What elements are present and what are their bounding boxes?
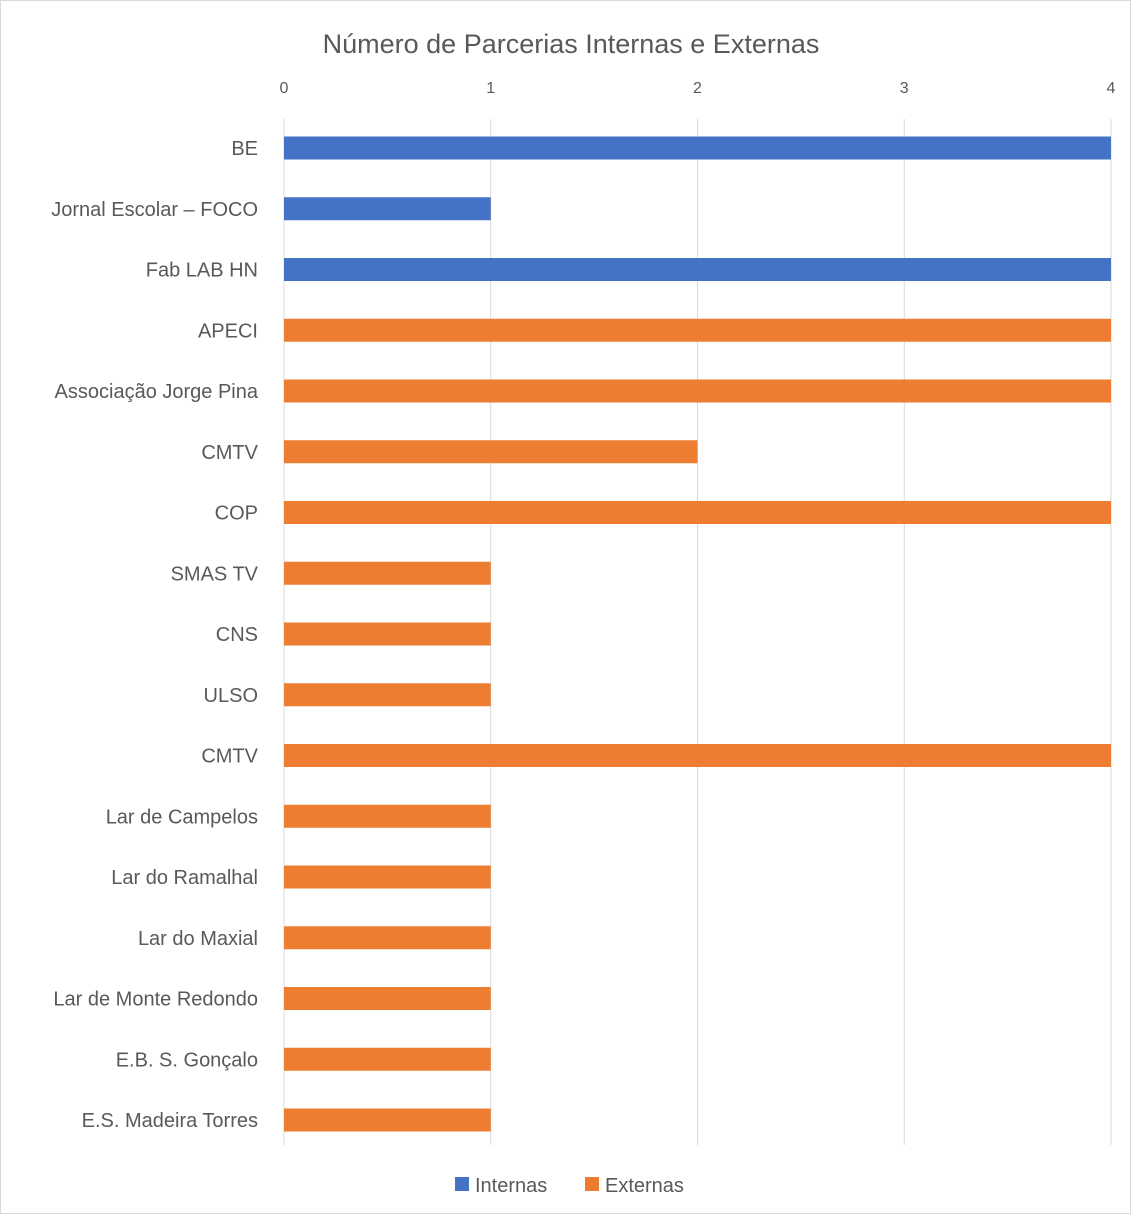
bar-externas (284, 379, 1111, 403)
legend-swatch-internas (455, 1177, 469, 1191)
x-tick-label: 3 (900, 80, 909, 97)
category-label: Fab LAB HN (146, 260, 258, 282)
bar-externas (284, 1047, 491, 1071)
category-label: Associação Jorge Pina (55, 381, 259, 403)
bar-externas (284, 683, 491, 707)
bar-externas (284, 622, 491, 646)
bar-externas (284, 804, 491, 828)
legend-label-internas: Internas (475, 1175, 547, 1197)
category-label: ULSO (204, 685, 258, 707)
category-label: Lar de Monte Redondo (53, 989, 258, 1011)
category-label: E.B. S. Gonçalo (116, 1049, 258, 1071)
x-tick-label: 1 (486, 80, 495, 97)
category-label: Lar do Maxial (138, 928, 258, 950)
category-label: CNS (216, 624, 258, 646)
category-label: Jornal Escolar – FOCO (51, 199, 258, 221)
bar-externas (284, 440, 698, 464)
category-label: COP (215, 503, 258, 525)
x-axis-ticks: 0 1 2 3 4 (280, 80, 1116, 97)
chart-title: Número de Parcerias Internas e Externas (323, 29, 820, 59)
category-label: E.S. Madeira Torres (82, 1110, 258, 1132)
category-label: SMAS TV (171, 563, 259, 585)
category-label: Lar do Ramalhal (111, 867, 258, 889)
bar-internas (284, 197, 491, 221)
category-label: APECI (198, 320, 258, 342)
bar-externas (284, 744, 1111, 767)
bar-externas (284, 865, 491, 889)
category-label: CMTV (201, 746, 258, 768)
category-label: BE (231, 138, 258, 160)
bar-internas (284, 258, 1111, 281)
bar-externas (284, 987, 491, 1010)
legend: Internas Externas (455, 1175, 684, 1197)
bar-internas (284, 136, 1111, 160)
bar-externas (284, 1108, 491, 1132)
category-label: Lar de Campelos (106, 806, 258, 828)
x-tick-label: 2 (693, 80, 702, 97)
x-tick-label: 4 (1107, 80, 1116, 97)
legend-label-externas: Externas (605, 1175, 684, 1197)
legend-swatch-externas (585, 1177, 599, 1191)
bar-externas (284, 926, 491, 950)
bars (284, 136, 1111, 1132)
category-labels: BE Jornal Escolar – FOCO Fab LAB HN APECI As… (51, 138, 259, 1132)
gridlines (283, 119, 1112, 1145)
x-tick-label: 0 (280, 80, 289, 97)
bar-externas (284, 561, 491, 585)
category-label: CMTV (201, 442, 258, 464)
bar-externas (284, 501, 1111, 524)
bar-externas (284, 318, 1111, 342)
